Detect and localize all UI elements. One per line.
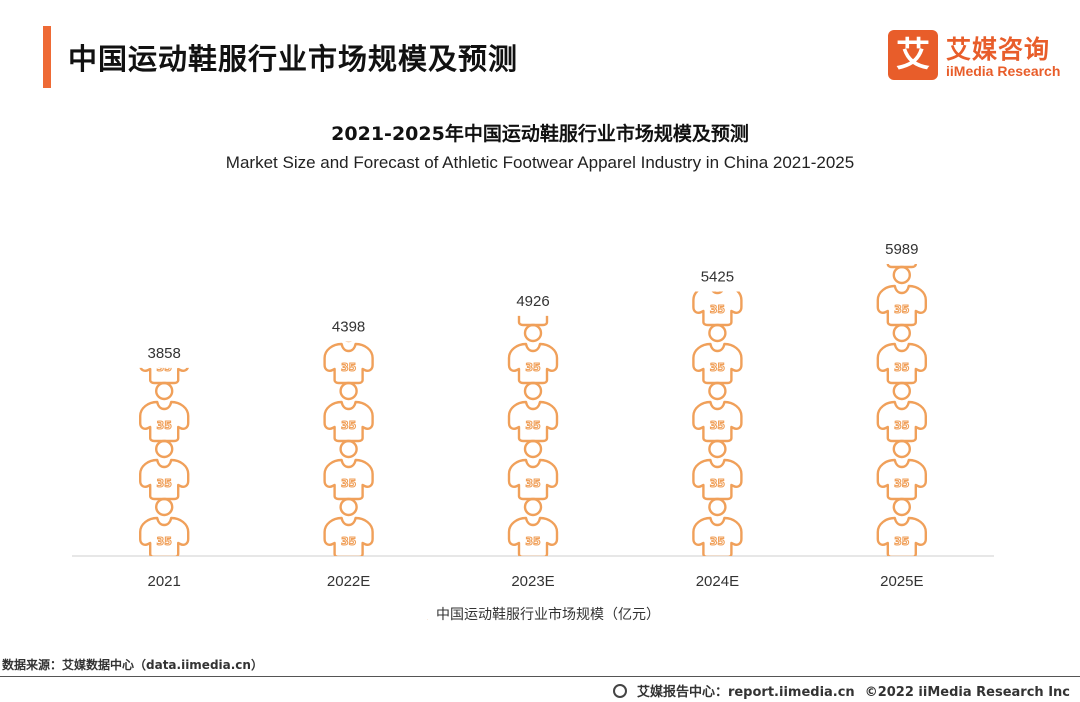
- jersey-icon: [323, 497, 374, 557]
- data-source: 数据来源：艾媒数据中心（data.iimedia.cn）: [2, 658, 263, 672]
- x-tick-label: 2022E: [327, 573, 370, 590]
- jersey-icon: [876, 439, 927, 501]
- jersey-icon: [692, 323, 743, 385]
- legend: 中国运动鞋服行业市场规模（亿元）: [0, 604, 1080, 624]
- page-title: 中国运动鞋服行业市场规模及预测: [68, 42, 519, 76]
- jersey-icon: [692, 439, 743, 501]
- bar-2024E: [692, 209, 743, 556]
- jersey-icon: [876, 265, 927, 327]
- logo-cn-text: 艾媒咨询: [946, 35, 1051, 64]
- bars-group: [138, 151, 927, 557]
- jersey-icon: [509, 209, 557, 267]
- legend-label: 中国运动鞋服行业市场规模（亿元）: [436, 607, 660, 623]
- chart-subtitle: Market Size and Forecast of Athletic Foo…: [225, 153, 855, 172]
- jersey-icon: [876, 497, 927, 556]
- value-label: 4398: [332, 319, 365, 336]
- iimedia-logo: 艾 艾媒咨询 iiMedia Research: [888, 30, 1068, 82]
- x-tick-label: 2021: [148, 573, 181, 590]
- x-tick-label: 2024E: [696, 573, 739, 590]
- jersey-icon: [876, 323, 927, 385]
- report-center: 艾媒报告中心：report.iimedia.cn: [636, 685, 855, 700]
- value-label: 5425: [701, 268, 734, 285]
- logo-en-text: iiMedia Research: [946, 63, 1061, 79]
- jersey-icon: [692, 497, 743, 556]
- jersey-icon: [507, 497, 559, 557]
- value-label: 5989: [885, 241, 918, 258]
- jersey-icon: [325, 267, 373, 325]
- bar-2021: [138, 267, 190, 556]
- jersey-icon: [507, 439, 559, 501]
- jersey-icon: [323, 439, 374, 501]
- jersey-icon: [138, 381, 190, 443]
- x-tick-label: 2025E: [880, 573, 923, 590]
- title-accent-bar: [43, 26, 51, 88]
- copyright: ©2022 iiMedia Research Inc: [864, 685, 1070, 700]
- footer-divider: [0, 676, 1080, 677]
- jersey-icon: [507, 381, 559, 443]
- footer: 艾媒报告中心：report.iimedia.cn ©2022 iiMedia Re…: [612, 681, 1070, 700]
- jersey-icon: [323, 381, 374, 443]
- jersey-icon: [138, 497, 190, 556]
- value-label: 3858: [148, 345, 181, 362]
- value-label: 4926: [516, 293, 549, 310]
- chart-title: 2021-2025年中国运动鞋服行业市场规模及预测: [331, 123, 749, 145]
- globe-icon: [612, 684, 627, 698]
- jersey-icon: [140, 267, 188, 325]
- x-tick-labels-group: 2021 2022E 2023E 2024E 2025E: [148, 573, 924, 590]
- bar-2025E: [876, 151, 927, 556]
- x-tick-label: 2023E: [511, 573, 554, 590]
- jersey-icon: [692, 381, 743, 443]
- jersey-icon: [876, 264, 927, 269]
- jersey-icon: [138, 439, 190, 501]
- bar-2022E: [323, 267, 374, 557]
- legend-jersey-icon: [423, 619, 428, 620]
- logo-mark: 艾: [888, 30, 938, 80]
- jersey-icon: [693, 209, 741, 267]
- jersey-icon: [507, 323, 559, 385]
- value-labels-group: 3858 4398 4926 5425 5989: [148, 241, 919, 362]
- jersey-icon: [878, 151, 926, 209]
- bar-2023E: [507, 209, 559, 557]
- jersey-icon: [876, 381, 927, 443]
